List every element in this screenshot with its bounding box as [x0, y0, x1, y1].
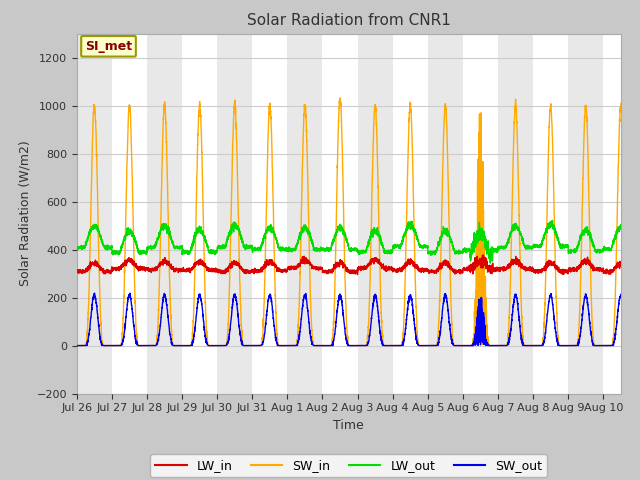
LW_in	[114, 266, 122, 272]
Bar	[568, 34, 604, 394]
SW_out	[217, 343, 225, 348]
SW_in	[237, 300, 244, 306]
Line: LW_in: LW_in	[77, 255, 621, 275]
LW_out	[520, 240, 527, 246]
SW_out	[237, 332, 244, 338]
Bar	[498, 34, 533, 394]
Bar	[358, 34, 393, 394]
Bar	[428, 34, 463, 394]
LW_out	[463, 247, 470, 253]
SW_in	[114, 343, 122, 348]
Bar	[217, 34, 252, 394]
LW_in	[617, 260, 625, 266]
SW_in	[336, 95, 344, 101]
SW_out	[115, 343, 122, 348]
Title: Solar Radiation from CNR1: Solar Radiation from CNR1	[247, 13, 451, 28]
SW_out	[520, 342, 527, 348]
SW_out	[91, 290, 99, 296]
LW_in	[354, 272, 362, 277]
LW_in	[237, 264, 244, 270]
Y-axis label: Solar Radiation (W/m2): Solar Radiation (W/m2)	[18, 141, 31, 287]
LW_out	[570, 248, 577, 254]
LW_out	[237, 233, 244, 239]
Line: SW_in: SW_in	[77, 98, 621, 346]
LW_out	[486, 260, 494, 266]
SW_out	[617, 293, 625, 299]
SW_out	[73, 343, 81, 348]
LW_in	[217, 267, 225, 273]
Line: SW_out: SW_out	[77, 293, 621, 346]
LW_out	[217, 245, 225, 251]
Line: LW_out: LW_out	[77, 220, 621, 263]
Bar	[147, 34, 182, 394]
LW_in	[463, 264, 470, 270]
Bar	[77, 34, 112, 394]
LW_out	[114, 250, 122, 255]
Text: SI_met: SI_met	[85, 40, 132, 53]
LW_out	[617, 222, 625, 228]
X-axis label: Time: Time	[333, 419, 364, 432]
SW_in	[73, 343, 81, 348]
SW_in	[463, 343, 470, 348]
SW_in	[520, 340, 527, 346]
LW_in	[73, 267, 81, 273]
LW_in	[479, 252, 486, 258]
Legend: LW_in, SW_in, LW_out, SW_out: LW_in, SW_in, LW_out, SW_out	[150, 455, 547, 477]
SW_in	[217, 343, 225, 348]
LW_in	[520, 266, 527, 272]
SW_in	[617, 101, 625, 107]
LW_out	[73, 245, 81, 251]
LW_in	[570, 268, 577, 274]
Bar	[287, 34, 323, 394]
SW_out	[463, 343, 470, 348]
LW_out	[548, 217, 556, 223]
SW_out	[570, 343, 577, 348]
SW_in	[570, 343, 577, 348]
